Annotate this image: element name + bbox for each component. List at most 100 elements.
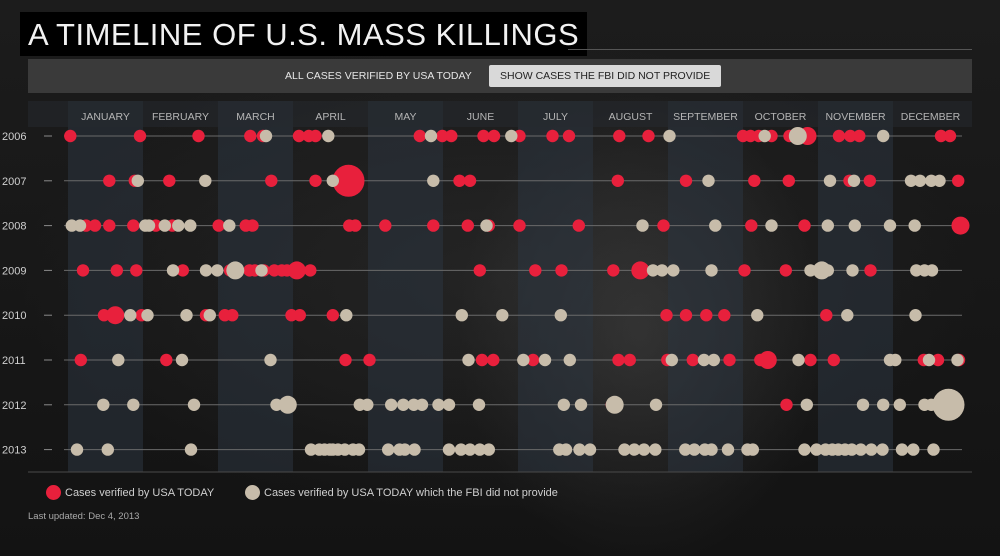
case-dot-verified[interactable] [611,174,624,187]
case-dot-fbi-missing[interactable] [97,398,110,411]
case-dot-fbi-missing[interactable] [893,398,906,411]
case-dot-verified[interactable] [487,353,500,367]
case-dot-verified[interactable] [339,353,352,367]
case-dot-verified[interactable] [103,174,116,187]
case-dot-verified[interactable] [745,219,758,232]
case-dot-fbi-missing[interactable] [226,261,245,280]
case-dot-fbi-missing[interactable] [637,443,651,456]
case-dot-fbi-missing[interactable] [264,353,277,367]
case-dot-verified[interactable] [292,129,306,143]
case-dot-fbi-missing[interactable] [646,264,660,277]
case-dot-verified[interactable] [526,353,540,367]
case-dot-verified[interactable] [453,174,466,187]
case-dot-fbi-missing[interactable] [473,443,486,456]
case-dot-verified[interactable] [779,264,792,277]
case-dot-verified[interactable] [679,174,693,187]
case-dot-fbi-missing[interactable] [574,398,588,411]
case-dot-fbi-missing[interactable] [636,219,649,232]
case-dot-verified[interactable] [718,309,731,322]
case-dot-fbi-missing[interactable] [455,309,468,322]
case-dot-verified[interactable] [445,129,458,143]
case-dot-fbi-missing[interactable] [442,398,456,411]
case-dot-fbi-missing[interactable] [854,443,867,456]
case-dot-verified[interactable] [265,174,278,187]
case-dot-fbi-missing[interactable] [821,264,834,277]
case-dot-fbi-missing[interactable] [821,219,834,232]
case-dot-fbi-missing[interactable] [798,443,811,456]
case-dot-fbi-missing[interactable] [758,129,771,143]
case-dot-verified[interactable] [246,219,259,232]
case-dot-fbi-missing[interactable] [877,129,890,143]
case-dot-fbi-missing[interactable] [705,443,718,456]
case-dot-fbi-missing[interactable] [702,174,715,187]
case-dot-fbi-missing[interactable] [907,443,920,456]
case-dot-verified[interactable] [931,353,945,367]
case-dot-verified[interactable] [130,264,143,277]
case-dot-fbi-missing[interactable] [211,264,224,277]
case-dot-fbi-missing[interactable] [649,443,662,456]
case-dot-fbi-missing[interactable] [605,395,624,414]
case-dot-fbi-missing[interactable] [904,174,918,187]
case-dot-fbi-missing[interactable] [326,174,339,187]
case-dot-fbi-missing[interactable] [573,443,586,456]
case-dot-verified[interactable] [700,309,713,322]
case-dot-verified[interactable] [309,174,322,187]
case-dot-verified[interactable] [631,261,650,280]
case-dot-verified[interactable] [64,129,77,143]
case-dot-verified[interactable] [804,353,817,367]
case-dot-verified[interactable] [555,264,568,277]
case-dot-fbi-missing[interactable] [628,443,641,456]
case-dot-verified[interactable] [106,306,125,325]
case-dot-fbi-missing[interactable] [127,398,140,411]
case-dot-fbi-missing[interactable] [472,398,486,411]
case-dot-fbi-missing[interactable] [823,174,837,187]
case-dot-verified[interactable] [436,129,449,143]
case-dot-fbi-missing[interactable] [175,353,189,367]
case-dot-verified[interactable] [820,309,833,322]
case-dot-verified[interactable] [160,353,173,367]
case-dot-fbi-missing[interactable] [408,443,421,456]
case-dot-fbi-missing[interactable] [278,395,297,414]
case-dot-fbi-missing[interactable] [505,129,518,143]
case-dot-verified[interactable] [723,353,736,367]
case-dot-fbi-missing[interactable] [432,398,445,411]
case-dot-fbi-missing[interactable] [876,443,889,456]
case-dot-fbi-missing[interactable] [517,353,530,367]
case-dot-fbi-missing[interactable] [810,443,823,456]
case-dot-verified[interactable] [780,398,793,411]
case-dot-fbi-missing[interactable] [889,353,902,367]
case-dot-fbi-missing[interactable] [557,398,570,411]
case-dot-fbi-missing[interactable] [925,264,939,277]
case-dot-fbi-missing[interactable] [559,443,573,456]
case-dot-verified[interactable] [413,129,426,143]
case-dot-verified[interactable] [952,174,965,187]
case-dot-fbi-missing[interactable] [112,353,125,367]
case-dot-verified[interactable] [192,129,205,143]
case-dot-fbi-missing[interactable] [848,219,861,232]
case-dot-fbi-missing[interactable] [705,264,718,277]
case-dot-fbi-missing[interactable] [618,443,631,456]
case-dot-fbi-missing[interactable] [649,398,663,411]
case-dot-verified[interactable] [379,219,392,232]
case-dot-verified[interactable] [76,264,90,277]
case-dot-verified[interactable] [951,216,970,235]
case-dot-verified[interactable] [176,264,189,277]
case-dot-verified[interactable] [679,309,693,322]
case-dot-fbi-missing[interactable] [340,309,353,322]
case-dot-fbi-missing[interactable] [792,353,805,367]
case-dot-verified[interactable] [686,353,699,367]
case-dot-fbi-missing[interactable] [480,219,493,232]
case-dot-fbi-missing[interactable] [709,219,722,232]
case-dot-verified[interactable] [562,129,576,143]
case-dot-verified[interactable] [642,129,655,143]
case-dot-fbi-missing[interactable] [142,219,156,232]
case-dot-verified[interactable] [546,129,559,143]
case-dot-verified[interactable] [844,129,857,143]
case-dot-verified[interactable] [477,129,490,143]
case-dot-fbi-missing[interactable] [554,309,567,322]
case-dot-fbi-missing[interactable] [909,309,922,322]
case-dot-fbi-missing[interactable] [385,398,398,411]
case-dot-fbi-missing[interactable] [141,309,154,322]
case-dot-fbi-missing[interactable] [259,129,273,143]
case-dot-fbi-missing[interactable] [927,443,940,456]
